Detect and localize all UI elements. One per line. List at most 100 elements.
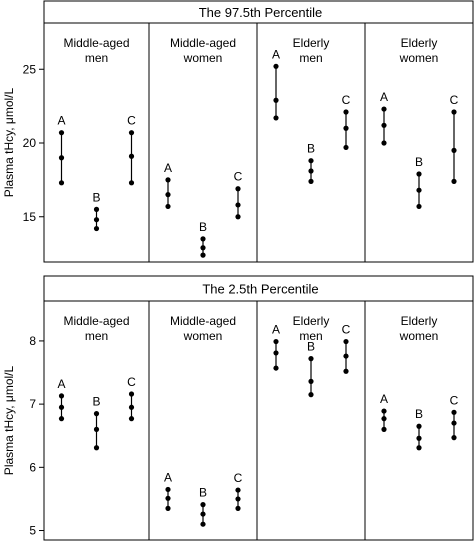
data-point [235, 214, 241, 220]
data-point [58, 404, 65, 410]
series-label: C [342, 323, 351, 337]
data-point [273, 63, 279, 69]
series-label: B [307, 142, 315, 156]
group-label: Middle-aged [170, 314, 236, 328]
data-point [235, 186, 241, 192]
data-point [308, 178, 314, 184]
series-label: B [199, 220, 207, 234]
data-point [200, 252, 206, 258]
data-point [343, 368, 349, 374]
data-point [451, 178, 457, 184]
data-point [273, 338, 279, 345]
data-point [165, 486, 171, 493]
series-label: B [415, 155, 423, 169]
group-label: women [399, 51, 439, 65]
data-point [381, 122, 387, 128]
group-label: Elderly [401, 314, 438, 328]
panel-title: The 2.5th Percentile [202, 282, 318, 297]
data-point [343, 353, 349, 359]
data-point [343, 125, 349, 131]
series-label: C [127, 375, 136, 389]
data-point [343, 338, 349, 345]
data-point [93, 225, 100, 232]
data-point [128, 416, 135, 422]
data-point [381, 140, 387, 146]
data-point [308, 378, 314, 384]
data-point [93, 426, 100, 432]
y-tick-label: 15 [23, 210, 37, 224]
data-point [93, 445, 100, 451]
data-point [308, 168, 314, 174]
group-label: Middle-aged [63, 36, 129, 50]
data-point [273, 97, 279, 103]
data-point [58, 155, 65, 161]
y-tick-label: 5 [29, 524, 36, 538]
data-point [381, 416, 387, 422]
group-label: men [299, 329, 322, 343]
series-label: A [380, 90, 388, 104]
y-axis-label: Plasma tHcy, μmol/L [2, 365, 16, 475]
data-point [416, 187, 422, 193]
y-tick-label: 25 [23, 62, 37, 76]
data-point [308, 158, 314, 164]
data-point [416, 203, 422, 210]
series-label: A [272, 323, 280, 337]
data-point [235, 202, 241, 208]
data-point [451, 109, 457, 115]
data-point [58, 416, 65, 422]
series-label: A [57, 114, 65, 128]
data-point [235, 496, 241, 502]
series-label: A [57, 377, 65, 391]
data-point [165, 505, 171, 511]
panel-frame [43, 275, 474, 541]
group-label: Middle-aged [170, 36, 236, 50]
series-label: B [92, 190, 100, 204]
data-point [93, 411, 100, 417]
data-point [200, 511, 206, 517]
group-label: Elderly [293, 36, 330, 50]
y-axis-label: Plasma tHcy, μmol/L [2, 87, 16, 197]
series-label: C [342, 93, 351, 107]
data-point [165, 495, 171, 501]
data-point [343, 109, 349, 115]
group-label: Elderly [401, 36, 438, 50]
series-label: C [450, 93, 459, 107]
data-point [200, 245, 206, 251]
group-label: women [183, 51, 223, 65]
y-tick-label: 6 [29, 460, 36, 474]
data-point [416, 171, 422, 177]
group-label: men [299, 51, 322, 65]
data-point [381, 408, 387, 414]
data-point [451, 147, 457, 153]
data-point [93, 206, 100, 212]
data-point [58, 393, 65, 399]
data-point [308, 392, 314, 398]
data-point [235, 487, 241, 493]
data-point [165, 177, 171, 183]
data-point [128, 391, 135, 397]
series-label: C [450, 393, 459, 407]
panel-frame [43, 0, 474, 263]
series-label: A [164, 161, 172, 175]
data-point [451, 409, 457, 415]
data-point [200, 521, 206, 527]
data-point [381, 106, 387, 112]
data-point [273, 350, 279, 356]
data-point [416, 423, 422, 429]
data-point [235, 505, 241, 511]
series-label: B [92, 395, 100, 409]
group-label: men [85, 51, 108, 65]
data-point [343, 144, 349, 151]
data-point [416, 435, 422, 441]
series-label: A [272, 47, 280, 61]
series-label: C [234, 170, 243, 184]
data-point [381, 426, 387, 432]
data-point [273, 115, 279, 121]
group-label: men [85, 329, 108, 343]
series-label: B [415, 407, 423, 421]
series-label: B [199, 486, 207, 500]
data-point [308, 356, 314, 362]
data-point [451, 435, 457, 441]
